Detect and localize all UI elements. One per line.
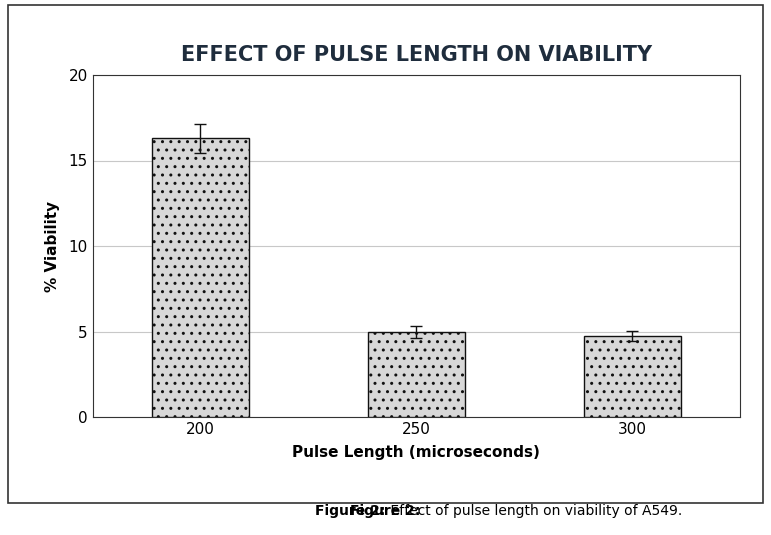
Text: Figure 2:: Figure 2: [350,504,421,518]
Bar [368,332,465,417]
Text: Effect of pulse length on viability of A549.: Effect of pulse length on viability of A… [386,504,682,518]
Y-axis label: % Viability: % Viability [45,201,60,292]
Bar [584,336,681,417]
Text: Figure 2:: Figure 2: [315,504,386,518]
Bar [152,138,249,417]
X-axis label: Pulse Length (microseconds): Pulse Length (microseconds) [292,446,540,461]
Title: EFFECT OF PULSE LENGTH ON VIABILITY: EFFECT OF PULSE LENGTH ON VIABILITY [180,45,652,65]
